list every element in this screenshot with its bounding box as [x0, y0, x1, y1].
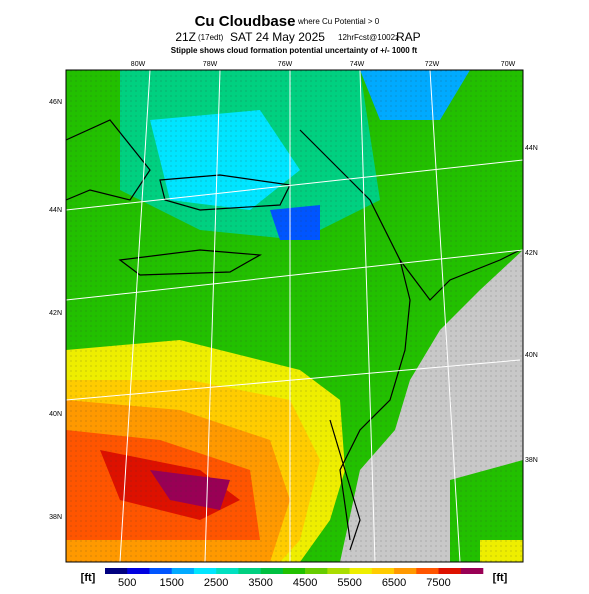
lat-label: 40N: [525, 352, 538, 359]
colorbar-label: 6500: [382, 577, 406, 589]
colorbar-swatch: [282, 568, 306, 574]
colorbar-swatch: [238, 568, 261, 574]
lat-label: 42N: [525, 250, 538, 257]
lat-label: 42N: [49, 310, 62, 317]
title: Cu Cloudbase: [195, 13, 296, 30]
colorbar-unit: [ft]: [81, 572, 96, 584]
lon-label: 76W: [278, 61, 293, 68]
colorbar-label: 4500: [293, 577, 317, 589]
colorbar-label: 3500: [248, 577, 272, 589]
colorbar-swatch: [394, 568, 417, 574]
subtitle: Stipple shows cloud formation potential …: [171, 46, 418, 55]
map: [66, 70, 523, 562]
lat-label: 46N: [49, 99, 62, 106]
colorbar-swatch: [460, 568, 484, 574]
time: 21Z: [175, 30, 196, 44]
lat-label: 44N: [525, 145, 538, 152]
colorbar-swatch: [349, 568, 373, 574]
colorbar-swatch: [216, 568, 239, 574]
lat-label: 38N: [49, 514, 62, 521]
colorbar-label: 2500: [204, 577, 228, 589]
colorbar-swatch: [416, 568, 439, 574]
lat-label: 38N: [525, 457, 538, 464]
colorbar-swatch: [438, 568, 462, 574]
colorbar-swatch: [149, 568, 173, 574]
colorbar-swatch: [127, 568, 150, 574]
lon-label: 72W: [425, 61, 440, 68]
colorbar-label: 5500: [337, 577, 361, 589]
colorbar-swatch: [260, 568, 284, 574]
colorbar-swatch: [327, 568, 350, 574]
model: RAP: [396, 30, 421, 44]
lat-label: 44N: [49, 207, 62, 214]
colorbar-label: 500: [118, 577, 136, 589]
colorbar-swatch: [171, 568, 195, 574]
lon-label: 80W: [131, 61, 146, 68]
colorbar-swatch: [193, 568, 217, 574]
colorbar-label: 7500: [426, 577, 450, 589]
map-frame: [65, 69, 524, 563]
lon-label: 70W: [501, 61, 516, 68]
colorbar-label: 1500: [159, 577, 183, 589]
colorbar-swatch: [305, 568, 328, 574]
lon-label: 78W: [203, 61, 218, 68]
colorbar-unit: [ft]: [493, 572, 508, 584]
local-time: (17edt): [198, 33, 224, 42]
lon-label: 74W: [350, 61, 365, 68]
forecast: 12hrFcst@1002z: [338, 33, 399, 42]
colorbar-swatch: [105, 568, 128, 574]
title-note: where Cu Potential > 0: [297, 17, 380, 26]
date: SAT 24 May 2025: [230, 30, 325, 44]
lat-label: 40N: [49, 411, 62, 418]
colorbar-swatch: [371, 568, 395, 574]
